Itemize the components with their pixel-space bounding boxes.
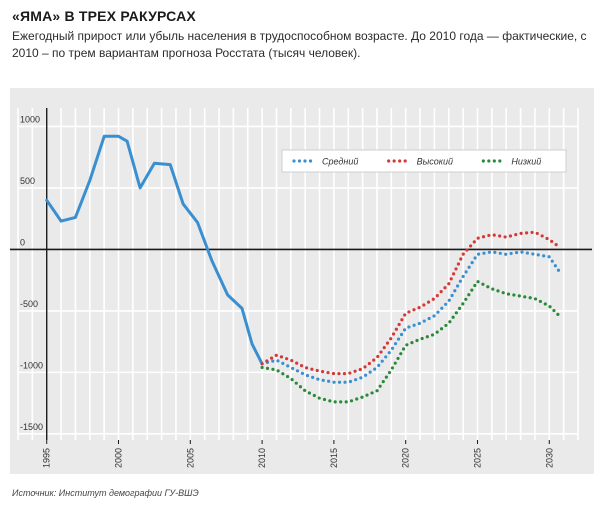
legend-label: Низкий bbox=[511, 157, 541, 167]
legend-label: Высокий bbox=[417, 157, 453, 167]
series-line-medium bbox=[260, 250, 561, 384]
series-line-actual bbox=[45, 134, 264, 366]
legend-box bbox=[281, 149, 567, 173]
y-tick-label: 1000 bbox=[20, 114, 40, 124]
series-line-high bbox=[260, 230, 561, 376]
source-note: Источник: Институт демографии ГУ-ВШЭ bbox=[12, 488, 199, 498]
x-tick-label: 1995 bbox=[42, 448, 52, 468]
chart-area: 1000 500 0 -500 -1000 -1500 1995 2000 2005 2010 20… bbox=[10, 88, 594, 474]
x-tick-label: 2025 bbox=[472, 448, 482, 468]
series-line-low bbox=[260, 279, 561, 404]
y-tick-label: 500 bbox=[20, 176, 35, 186]
x-tick-label: 2015 bbox=[329, 448, 339, 468]
x-tick-label: 2010 bbox=[257, 448, 267, 468]
legend-label: Средний bbox=[322, 157, 358, 167]
x-tick-label: 2020 bbox=[401, 448, 411, 468]
x-tick-label: 2000 bbox=[114, 448, 124, 468]
chart-subtitle: Ежегодный прирост или убыль населения в … bbox=[12, 29, 587, 60]
y-tick-label: -500 bbox=[20, 299, 38, 309]
chart-title: «ЯМА» В ТРЕХ РАКУРСАХ bbox=[12, 8, 196, 24]
line-chart: 1000 500 0 -500 -1000 -1500 1995 2000 2005 2010 20… bbox=[10, 108, 592, 468]
y-tick-label: -1000 bbox=[20, 360, 43, 370]
y-tick-label: -1500 bbox=[20, 422, 43, 432]
x-tick-label: 2030 bbox=[544, 448, 554, 468]
x-tick-label: 2005 bbox=[185, 448, 195, 468]
y-tick-label: 0 bbox=[20, 237, 25, 247]
